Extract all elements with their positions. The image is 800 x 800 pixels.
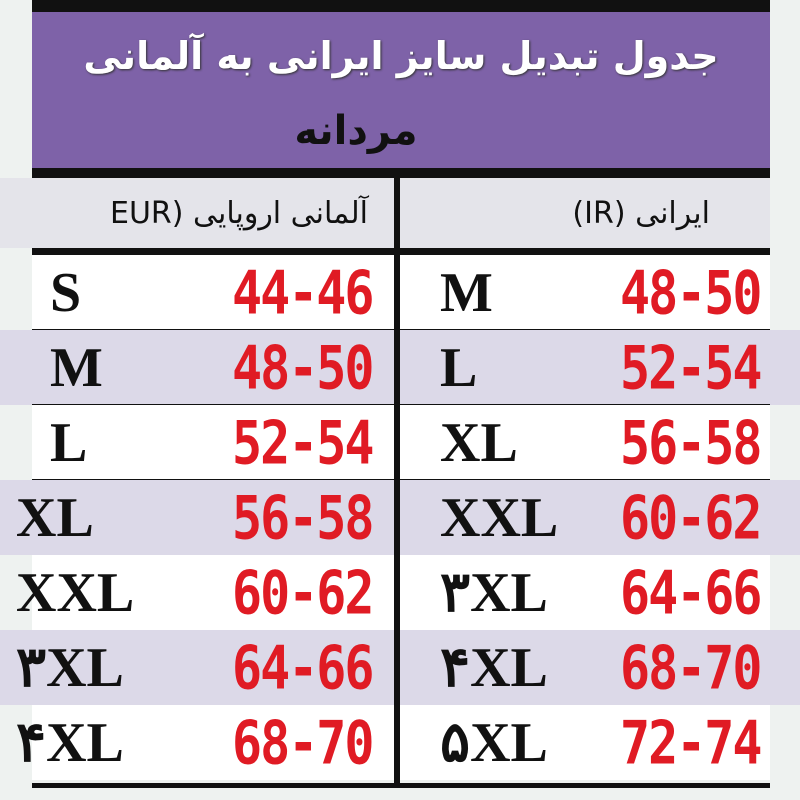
divider (32, 248, 770, 255)
column-header-eur-label: آلمانی اروپایی (EUR (109, 195, 368, 231)
row-background (32, 705, 770, 780)
ir-range: 48-50 (620, 257, 763, 328)
table-row: L 52-54 XL 56-58 (0, 405, 800, 480)
column-header-ir-label: ایرانی (IR) (572, 195, 710, 231)
eur-size: XXL (16, 561, 135, 624)
row-background (32, 555, 770, 630)
table-row: S 44-46 M 48-50 (0, 255, 800, 330)
eur-range: 64-66 (232, 632, 375, 703)
ir-size: XXL (440, 486, 559, 549)
ir-range: 56-58 (620, 407, 763, 478)
ir-range: 60-62 (620, 482, 763, 553)
eur-range: 56-58 (232, 482, 375, 553)
ir-range: 52-54 (620, 332, 763, 403)
row-background (32, 405, 770, 480)
ir-range: 68-70 (620, 632, 763, 703)
divider (32, 168, 770, 178)
eur-size: S (50, 261, 82, 324)
table-subtitle: مردانه (294, 108, 418, 154)
eur-range: 68-70 (232, 707, 375, 778)
ir-size: XL (440, 411, 518, 474)
ir-size: L (440, 336, 478, 399)
eur-range: 48-50 (232, 332, 375, 403)
table-header: جدول تبدیل سایز ایرانی به آلمانی مردانه (32, 12, 770, 168)
table-row: XL 56-58 XXL 60-62 (0, 480, 800, 555)
eur-range: 60-62 (232, 557, 375, 628)
table-row: ۳XL 64-66 ۴XL 68-70 (0, 630, 800, 705)
ir-size: ۴XL (440, 637, 548, 699)
table-row: XXL 60-62 ۳XL 64-66 (0, 555, 800, 630)
row-background (32, 255, 770, 330)
ir-size: ۳XL (440, 562, 548, 624)
ir-range: 72-74 (620, 707, 763, 778)
eur-size: L (50, 411, 88, 474)
eur-range: 44-46 (232, 257, 375, 328)
column-header-ir: ایرانی (IR) (400, 178, 770, 248)
eur-range: 52-54 (232, 407, 375, 478)
table-row: ۴XL 68-70 ۵XL 72-74 (0, 705, 800, 780)
ir-size: ۵XL (440, 712, 548, 774)
eur-size: ۴XL (16, 712, 124, 774)
ir-range: 64-66 (620, 557, 763, 628)
bottom-border (32, 783, 770, 788)
eur-size: XL (16, 486, 94, 549)
table-row: M 48-50 L 52-54 (0, 330, 800, 405)
column-header-eur: آلمانی اروپایی (EUR (0, 178, 394, 248)
column-divider (394, 168, 400, 785)
top-border (32, 0, 770, 12)
table-title: جدول تبدیل سایز ایرانی به آلمانی (83, 34, 719, 78)
eur-size: M (50, 336, 103, 399)
eur-size: ۳XL (16, 637, 124, 699)
ir-size: M (440, 261, 493, 324)
